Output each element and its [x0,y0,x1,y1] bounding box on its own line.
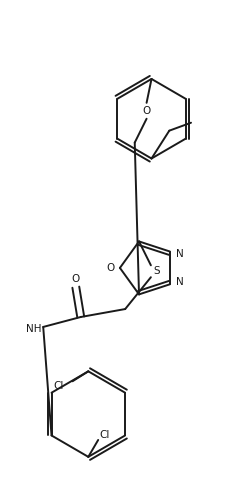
Text: NH: NH [25,324,41,334]
Text: Cl: Cl [99,430,109,440]
Text: O: O [106,263,114,273]
Text: Cl: Cl [53,381,64,391]
Text: O: O [71,274,80,284]
Text: S: S [153,266,159,276]
Text: O: O [142,106,150,116]
Text: N: N [175,248,183,259]
Text: N: N [175,277,183,287]
